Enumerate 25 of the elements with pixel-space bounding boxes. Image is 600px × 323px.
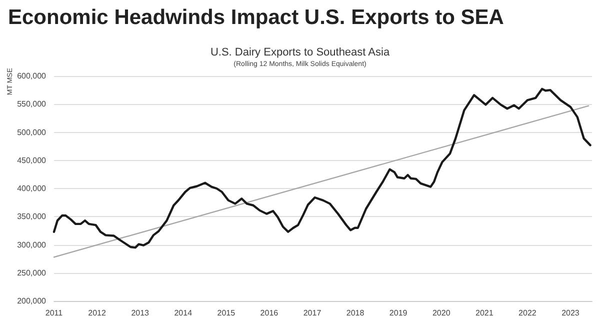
x-tick-label: 2019 — [389, 308, 408, 318]
y-tick-label: 550,000 — [17, 100, 47, 109]
x-tick-label: 2016 — [260, 308, 279, 318]
x-tick-label: 2014 — [174, 308, 193, 318]
chart-title: Economic Headwinds Impact U.S. Exports to SEA — [7, 5, 505, 31]
y-tick-label: 250,000 — [17, 268, 47, 278]
x-tick-label: 2012 — [88, 308, 106, 318]
x-tick-label: 2011 — [45, 308, 64, 318]
y-tick-label: 300,000 — [17, 240, 47, 250]
x-tick-label: 2021 — [476, 308, 494, 318]
x-tick-label: 2017 — [303, 308, 322, 318]
chart-subtitle: U.S. Dairy Exports to Southeast Asia — [210, 46, 390, 58]
y-tick-label: 200,000 — [17, 296, 47, 306]
y-tick-label: 400,000 — [17, 184, 47, 193]
y-tick-label: 600,000 — [17, 72, 47, 80]
line-series — [52, 88, 592, 249]
x-tick-label: 2020 — [432, 308, 451, 318]
x-tick-label: 2015 — [217, 308, 236, 318]
y-tick-label: 350,000 — [17, 212, 47, 222]
x-tick-label: 2022 — [518, 308, 537, 318]
x-tick-label: 2018 — [346, 308, 365, 318]
x-tick-label: 2023 — [562, 308, 580, 318]
x-tick-label: 2013 — [131, 308, 150, 318]
y-tick-label: 450,000 — [17, 156, 47, 165]
y-tick-label: 500,000 — [17, 128, 47, 137]
